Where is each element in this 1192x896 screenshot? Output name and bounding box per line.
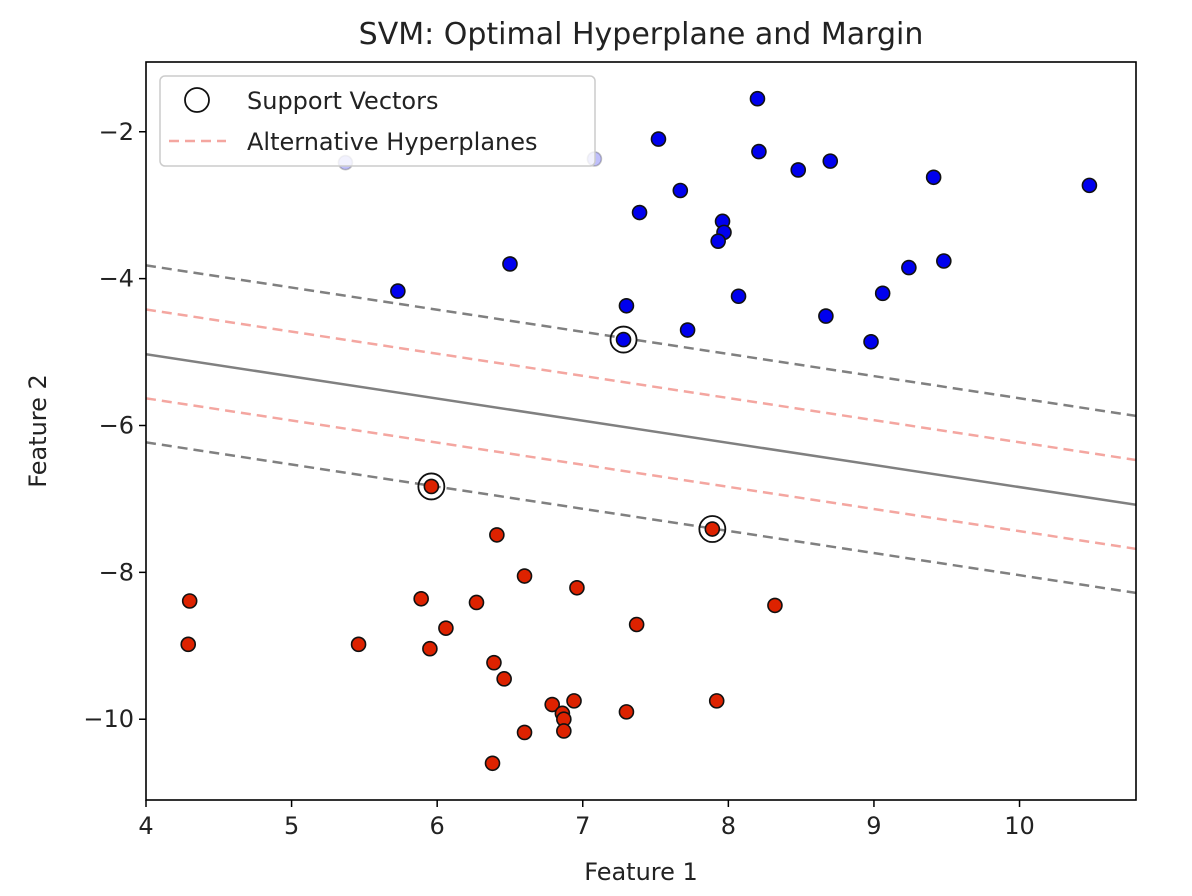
point-red	[569, 579, 585, 596]
y-tick-label: −4	[99, 265, 134, 293]
support-vector-ring	[417, 472, 446, 501]
point-red	[413, 590, 429, 607]
support-vector-layer	[417, 325, 727, 543]
y-axis-ticks: −2 −4 −6 −8 −10	[83, 118, 146, 733]
point-red	[422, 640, 438, 657]
x-tick-label: 9	[866, 812, 881, 840]
point-red	[438, 620, 454, 636]
point-blue	[615, 331, 632, 348]
point-blue	[1081, 177, 1098, 194]
point-red	[516, 724, 533, 741]
point-blue	[631, 204, 648, 221]
point-blue	[863, 333, 879, 350]
point-red	[516, 568, 533, 584]
alternative-hyperplane-1	[146, 308, 1136, 462]
y-tick-label: −6	[99, 411, 134, 439]
point-red	[767, 597, 783, 614]
legend-label-support-vectors: Support Vectors	[247, 87, 438, 115]
point-red	[486, 654, 502, 671]
point-red	[566, 693, 582, 709]
support-vector-ring	[609, 325, 638, 354]
point-red	[180, 636, 197, 653]
x-tick-label: 10	[1004, 812, 1035, 840]
plot-area	[146, 90, 1136, 772]
optimal-hyperplane	[146, 353, 1136, 507]
margin-line-1	[146, 264, 1136, 418]
legend-label-alternative-hyperplanes: Alternative Hyperplanes	[247, 128, 538, 156]
point-red	[181, 593, 198, 609]
point-blue	[710, 233, 726, 249]
point-blue	[790, 162, 807, 178]
point-red	[556, 723, 572, 739]
point-red	[350, 636, 367, 653]
point-blue	[925, 169, 942, 186]
x-axis-ticks: 4 5 6 7 8 9 10	[138, 800, 1035, 840]
x-tick-label: 5	[284, 812, 299, 840]
x-axis-label: Feature 1	[584, 858, 698, 886]
point-red	[704, 521, 721, 537]
point-blue	[730, 288, 747, 305]
x-tick-label: 4	[138, 812, 153, 840]
point-blue	[901, 259, 917, 276]
margin-line-2	[146, 441, 1136, 595]
point-blue	[874, 285, 891, 302]
point-blue	[618, 297, 635, 314]
point-blue	[822, 153, 839, 169]
lines-layer	[146, 264, 1136, 595]
alternative-hyperplane-2	[146, 397, 1136, 551]
support-vector-ring	[698, 515, 727, 543]
point-blue	[751, 143, 767, 160]
point-red	[468, 594, 485, 611]
point-red	[484, 755, 501, 772]
legend: Support Vectors Alternative Hyperplanes	[159, 75, 596, 167]
point-blue	[749, 90, 766, 107]
point-red	[423, 478, 440, 495]
legend-support-vector-marker	[184, 87, 210, 113]
point-blue	[818, 308, 834, 324]
point-blue	[650, 131, 667, 147]
legend-box	[159, 75, 596, 167]
y-axis-label: Feature 2	[24, 374, 52, 488]
x-tick-label: 7	[575, 812, 590, 840]
point-red	[708, 693, 725, 709]
x-tick-label: 6	[430, 812, 445, 840]
chart-title: SVM: Optimal Hyperplane and Margin	[359, 17, 924, 52]
y-tick-label: −8	[99, 558, 134, 586]
points-layer	[180, 90, 1098, 772]
point-blue	[390, 283, 406, 299]
point-blue	[502, 256, 518, 272]
point-blue	[672, 182, 689, 199]
plot-frame	[145, 61, 1137, 801]
point-blue	[679, 322, 696, 338]
y-tick-label: −10	[83, 705, 134, 733]
point-red	[618, 704, 635, 720]
point-blue	[936, 253, 952, 269]
point-red	[496, 671, 512, 687]
x-tick-label: 8	[721, 812, 736, 840]
point-red	[544, 696, 560, 713]
point-red	[628, 616, 645, 633]
point-red	[489, 527, 505, 543]
y-tick-label: −2	[99, 118, 134, 146]
